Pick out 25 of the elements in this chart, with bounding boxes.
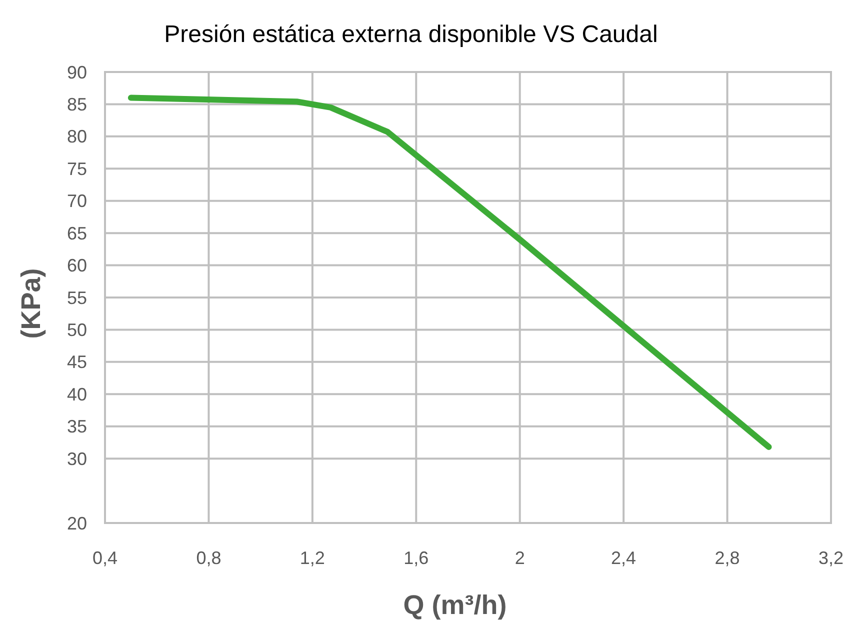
y-tick-label: 80 bbox=[66, 126, 87, 147]
y-tick-label: 60 bbox=[66, 256, 87, 276]
y-axis-title: (KPa) bbox=[16, 268, 46, 339]
x-tick-label: 0,8 bbox=[196, 548, 222, 568]
x-tick-label: 0,4 bbox=[92, 548, 118, 568]
x-tick-label: 2,4 bbox=[611, 548, 636, 568]
x-axis-title: Q (m³/h) bbox=[403, 590, 507, 620]
x-tick-label: 2 bbox=[514, 548, 525, 568]
x-tick-label: 1,2 bbox=[300, 548, 325, 568]
y-tick-label: 55 bbox=[66, 288, 87, 308]
y-tick-label: 35 bbox=[66, 416, 87, 437]
y-tick-label: 70 bbox=[66, 191, 87, 212]
y-tick-label: 85 bbox=[66, 94, 87, 115]
y-tick-label: 45 bbox=[66, 352, 87, 372]
chart-title: Presión estática externa disponible VS Caudal bbox=[164, 21, 658, 48]
x-tick-label: 1,6 bbox=[404, 548, 429, 568]
y-tick-label: 20 bbox=[66, 513, 87, 534]
y-tick-label: 75 bbox=[66, 158, 87, 179]
x-tick-label: 3,2 bbox=[818, 548, 844, 568]
y-tick-label: 50 bbox=[66, 320, 87, 340]
y-tick-label: 30 bbox=[66, 448, 87, 469]
y-tick-label: 40 bbox=[66, 384, 87, 404]
y-tick-label: 65 bbox=[66, 223, 87, 244]
y-tick-label: 90 bbox=[66, 62, 87, 82]
x-tick-label: 2,8 bbox=[714, 548, 740, 568]
